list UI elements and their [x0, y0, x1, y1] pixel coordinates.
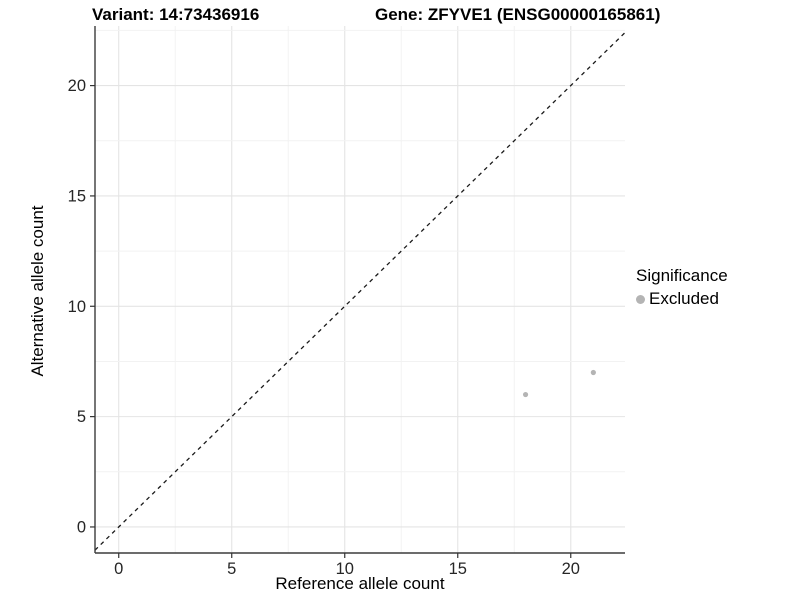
- y-tick-label: 5: [77, 408, 86, 426]
- identity-line: [94, 32, 626, 551]
- y-tick-label: 15: [68, 187, 86, 205]
- x-tick-label: 5: [227, 560, 236, 578]
- data-point: [522, 391, 529, 398]
- data-point: [590, 369, 596, 376]
- x-tick-label: 20: [562, 560, 580, 578]
- legend: Significance Excluded: [636, 266, 728, 309]
- legend-item-excluded: Excluded: [636, 289, 728, 309]
- gene-title: Gene: ZFYVE1 (ENSG00000165861): [375, 5, 661, 24]
- legend-key-dot: [636, 294, 645, 304]
- y-tick-label: 20: [68, 77, 86, 95]
- variant-title: Variant: 14:73436916: [92, 5, 260, 24]
- legend-item-label: Excluded: [649, 289, 719, 308]
- y-tick-label: 10: [68, 298, 86, 316]
- x-tick-label: 0: [114, 560, 123, 578]
- x-tick-label: 10: [336, 560, 354, 578]
- x-tick-label: 15: [449, 560, 467, 578]
- y-axis-label: Alternative allele count: [28, 205, 47, 377]
- y-tick-label: 0: [77, 518, 86, 536]
- x-axis-label: Reference allele count: [275, 574, 445, 593]
- legend-title: Significance: [636, 266, 728, 285]
